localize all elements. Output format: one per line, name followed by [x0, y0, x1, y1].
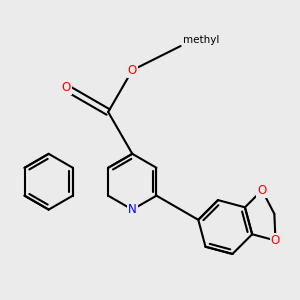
Text: O: O	[271, 234, 280, 247]
Text: O: O	[257, 184, 267, 197]
Text: O: O	[128, 64, 137, 77]
Text: methyl: methyl	[183, 34, 219, 45]
Text: N: N	[128, 203, 137, 216]
Text: O: O	[62, 81, 71, 94]
